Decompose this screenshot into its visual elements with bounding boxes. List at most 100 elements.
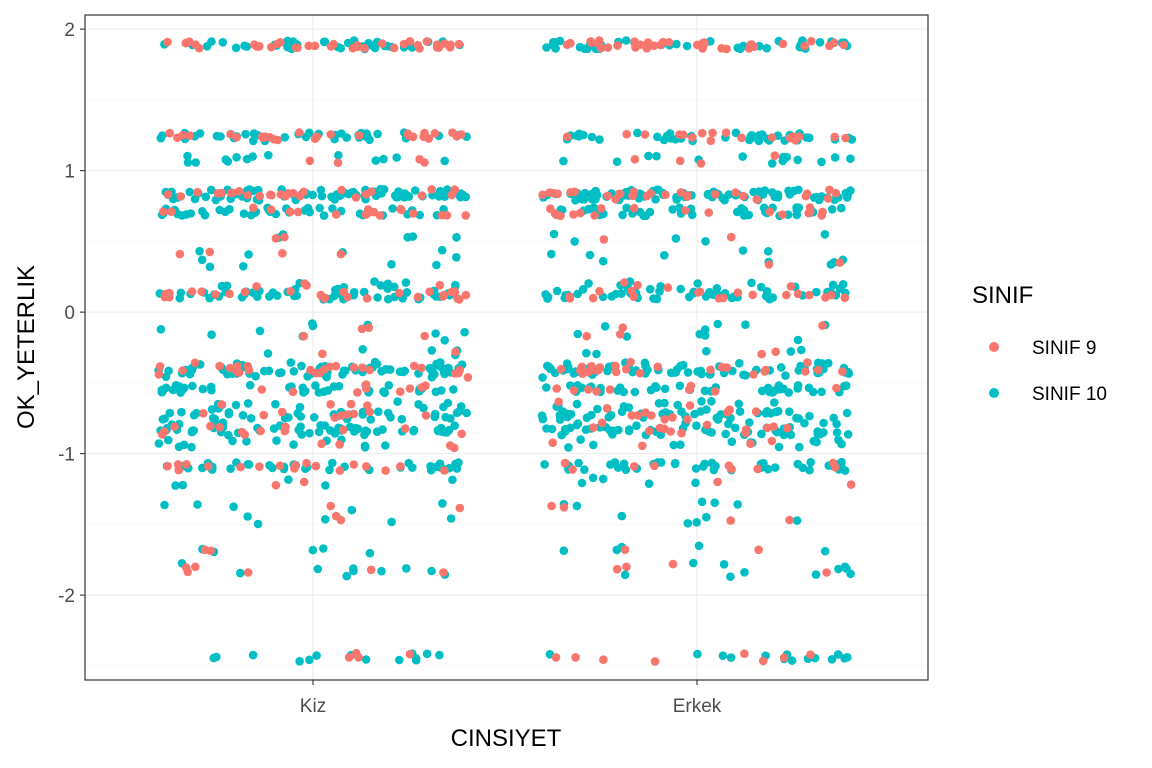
data-point (576, 435, 585, 444)
data-point (289, 440, 298, 449)
data-point (165, 292, 174, 302)
data-point (747, 131, 757, 140)
data-point (712, 413, 722, 423)
data-point (683, 415, 692, 424)
data-point (839, 40, 849, 50)
data-point (242, 437, 251, 446)
data-point (733, 43, 742, 53)
data-point (427, 185, 437, 194)
data-point (283, 36, 292, 46)
data-point (433, 461, 443, 471)
points-layer (154, 36, 857, 666)
data-point (213, 189, 223, 198)
data-point (301, 132, 311, 142)
data-point (195, 246, 204, 256)
data-point (266, 205, 276, 214)
data-point (599, 235, 609, 244)
data-point (218, 38, 228, 47)
data-point (397, 189, 407, 199)
data-point (304, 41, 314, 51)
data-point (362, 294, 372, 303)
data-point (826, 260, 836, 269)
data-point (786, 282, 796, 291)
data-point (311, 381, 320, 390)
data-point (793, 459, 803, 469)
data-point (383, 294, 393, 304)
data-point (596, 43, 606, 53)
data-point (653, 362, 662, 372)
data-point (737, 133, 746, 143)
data-point (264, 150, 273, 160)
data-point (156, 133, 166, 143)
data-point (577, 194, 587, 204)
data-point (793, 289, 803, 299)
y-tick-label: 1 (64, 162, 75, 183)
data-point (629, 292, 639, 302)
data-point (630, 387, 640, 397)
data-point (596, 204, 606, 213)
data-point (160, 500, 169, 510)
data-point (371, 156, 381, 165)
data-point (333, 158, 343, 167)
data-point (693, 367, 702, 376)
data-point (435, 650, 444, 660)
data-point (432, 40, 442, 49)
data-point (363, 132, 373, 142)
data-point (163, 190, 173, 199)
data-point (718, 651, 728, 660)
data-point (589, 423, 598, 432)
y-tick-label: -2 (58, 586, 75, 607)
data-point (555, 36, 565, 46)
data-point (308, 319, 317, 328)
data-point (389, 282, 399, 292)
data-point (163, 37, 172, 47)
data-point (837, 457, 846, 467)
data-point (822, 568, 831, 577)
data-point (570, 237, 579, 246)
data-point (806, 650, 815, 659)
data-point (794, 185, 803, 195)
data-point (572, 131, 581, 140)
data-point (582, 348, 591, 358)
panel-border (84, 14, 929, 681)
data-point (580, 465, 589, 475)
data-point (792, 210, 802, 220)
data-point (622, 562, 631, 572)
data-point (756, 282, 766, 292)
data-point (231, 43, 241, 53)
data-point (710, 189, 720, 199)
data-point (738, 152, 747, 161)
data-point (565, 294, 575, 303)
data-point (252, 282, 261, 291)
data-point (538, 414, 548, 424)
data-point (633, 280, 642, 290)
data-point (620, 545, 630, 554)
data-point (328, 458, 337, 468)
data-point (225, 205, 234, 214)
data-point (365, 365, 375, 375)
data-point (741, 371, 750, 380)
data-point (618, 210, 627, 220)
data-point (236, 462, 245, 472)
data-point (419, 132, 429, 141)
legend-title: SINIF (972, 282, 1033, 309)
data-point (431, 292, 441, 301)
data-point (645, 284, 655, 294)
data-point (395, 387, 405, 397)
data-point (376, 281, 386, 290)
data-point (693, 279, 702, 288)
data-point (701, 237, 710, 246)
data-point (785, 407, 794, 417)
data-point (683, 519, 693, 528)
data-point (377, 189, 386, 198)
data-point (830, 153, 840, 162)
data-point (452, 252, 461, 262)
data-point (191, 562, 200, 572)
data-point (439, 568, 448, 577)
data-point (562, 409, 571, 419)
data-point (553, 189, 562, 199)
data-point (375, 211, 385, 220)
data-point (413, 292, 423, 302)
data-point (305, 655, 314, 665)
